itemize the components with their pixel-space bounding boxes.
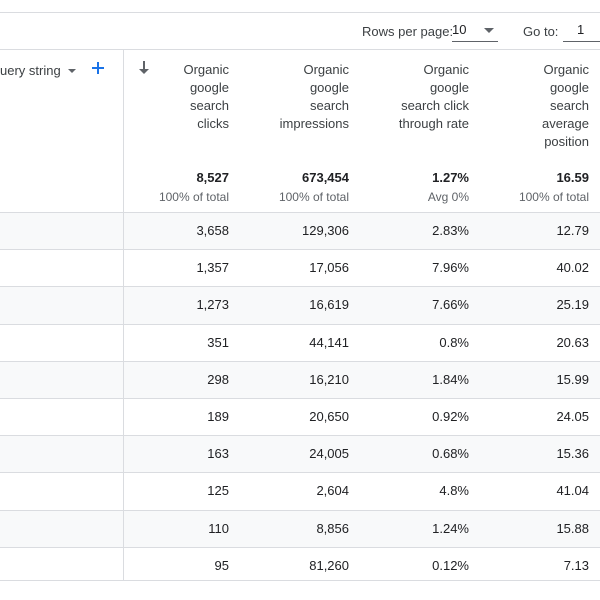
column-total: 673,454 (302, 170, 349, 185)
table-cell: 125 (207, 483, 229, 499)
chevron-down-icon (484, 28, 494, 33)
column-total-subtext: Avg 0% (427, 190, 469, 204)
table-row[interactable]: 125 2,604 4.8% 41.04 (0, 472, 600, 510)
table-cell: 0.92% (432, 409, 469, 424)
goto-page-input[interactable]: 1 (563, 19, 600, 42)
table-cell: 44,141 (309, 334, 349, 350)
redacted-dimension-cell (0, 213, 123, 250)
table-cell: 7.13 (563, 557, 589, 573)
table-cell: 7.96% (432, 260, 469, 276)
table-cell: 298 (207, 371, 229, 387)
table-row[interactable]: 3,658 129,306 2.83% 12.79 (0, 212, 600, 251)
table-cell: 40.02 (556, 260, 589, 276)
table-cell: 1,273 (196, 297, 229, 313)
table-cell: 2,604 (316, 483, 349, 499)
table-cell: 351 (207, 334, 229, 350)
table-row[interactable]: 298 16,210 1.84% 15.99 (0, 360, 600, 399)
redacted-dimension-cell (0, 399, 123, 436)
table-cell: 12.79 (556, 223, 589, 238)
table-cell: 1.24% (432, 520, 469, 536)
redacted-dimension-cell (0, 473, 123, 510)
column-header[interactable]: Organic google search impressions (279, 62, 349, 131)
column-header[interactable]: Organic google search click through rate (398, 62, 469, 131)
column-total-subtext: 100% of total (278, 190, 349, 204)
dimension-header[interactable]: uery string (0, 63, 61, 78)
column-total-subtext: 100% of total (158, 190, 229, 204)
table-cell: 24.05 (556, 409, 589, 424)
redacted-dimension-cell (0, 287, 123, 324)
table-cell: 163 (207, 446, 229, 462)
rows-per-page-label: Rows per page: (362, 24, 454, 39)
table-row[interactable]: 163 24,005 0.68% 15.36 (0, 435, 600, 474)
goto-label: Go to: (523, 24, 559, 39)
column-divider (123, 50, 124, 580)
rows-per-page-select[interactable]: 10 (452, 19, 498, 42)
table-cell: 17,056 (309, 260, 349, 276)
column-total: 1.27% (432, 170, 469, 185)
column-total: 16.59 (556, 170, 589, 185)
table-cell: 24,005 (309, 446, 349, 462)
table-row[interactable]: 189 20,650 0.92% 24.05 (0, 398, 600, 436)
table-cell: 3,658 (196, 223, 229, 238)
table-cell: 20,650 (309, 409, 349, 424)
table-cell: 8,856 (316, 520, 349, 536)
bottom-divider (0, 580, 600, 581)
table-cell: 4.8% (439, 483, 469, 499)
table-cell: 41.04 (556, 483, 589, 499)
table-cell: 1.84% (432, 371, 469, 387)
goto-page-value: 1 (577, 22, 585, 37)
redacted-dimension-cell (0, 436, 123, 473)
rows-per-page-value: 10 (452, 22, 467, 37)
table-cell: 16,210 (309, 371, 349, 387)
table-cell: 20.63 (556, 334, 589, 350)
table-cell: 110 (208, 520, 229, 536)
table-cell: 95 (214, 557, 229, 573)
table-cell: 0.68% (432, 446, 469, 462)
redacted-dimension-cell (0, 325, 123, 362)
column-total-subtext: 100% of total (518, 190, 589, 204)
pagination-bar: Rows per page: 10 Go to: 1 (0, 13, 600, 49)
chevron-down-icon[interactable] (68, 69, 76, 73)
table-cell: 0.8% (439, 334, 469, 350)
table-cell: 15.36 (556, 446, 589, 462)
redacted-dimension-cell (0, 511, 123, 548)
arrow-down-icon[interactable] (137, 60, 151, 76)
table-row[interactable]: 95 81,260 0.12% 7.13 (0, 546, 600, 585)
table-row[interactable]: 351 44,141 0.8% 20.63 (0, 323, 600, 362)
table-cell: 2.83% (432, 223, 469, 238)
table-cell: 15.88 (556, 520, 589, 536)
table-cell: 1,357 (196, 260, 229, 276)
plus-icon[interactable] (89, 59, 107, 77)
column-header[interactable]: Organic google search average position (542, 62, 589, 149)
table-cell: 15.99 (556, 371, 589, 387)
table-cell: 81,260 (309, 557, 349, 573)
table-row[interactable]: 1,357 17,056 7.96% 40.02 (0, 249, 600, 287)
redacted-dimension-cell (0, 250, 123, 287)
table-row[interactable]: 110 8,856 1.24% 15.88 (0, 509, 600, 548)
redacted-dimension-cell (0, 362, 123, 399)
table-cell: 25.19 (556, 297, 589, 313)
column-header[interactable]: Organic google search clicks (183, 62, 229, 131)
table-cell: 7.66% (432, 297, 469, 313)
top-divider (0, 12, 600, 13)
table-cell: 189 (207, 409, 229, 424)
table-row[interactable]: 1,273 16,619 7.66% 25.19 (0, 286, 600, 325)
header-divider (0, 49, 600, 50)
table-cell: 16,619 (309, 297, 349, 313)
column-total: 8,527 (196, 170, 229, 185)
table-cell: 0.12% (432, 557, 469, 573)
table-cell: 129,306 (302, 223, 349, 238)
